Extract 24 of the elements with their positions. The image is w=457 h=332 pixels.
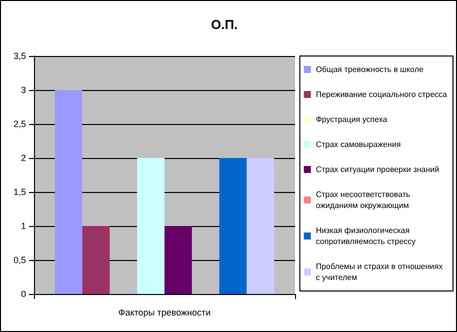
bar (54, 90, 82, 294)
legend-label: Страх несоответствовать ожиданиям окружающим (316, 190, 410, 210)
x-tick-label: Факторы тревожности (118, 308, 211, 318)
legend-label: Страх ситуации проверки знаний (316, 165, 440, 174)
y-tick-label: 0,5 (13, 255, 26, 265)
y-tick-label: 1 (20, 221, 26, 231)
legend-label: Низкая физиологическая сопротивляемость стрессу (316, 226, 416, 246)
bar (246, 158, 274, 294)
legend-label: Страх самовыражения (316, 140, 401, 149)
legend-label: Общая тревожность в школе (316, 65, 424, 74)
chart-title: О.П. (211, 17, 238, 32)
y-tick-label: 1,5 (13, 187, 26, 197)
legend-label: Проблемы и страхи в отношениях с учителем (316, 262, 443, 282)
y-tick-label: 0 (20, 289, 26, 299)
y-tick-label: 3 (20, 85, 26, 95)
y-tick-label: 2 (20, 153, 26, 163)
bar (219, 158, 247, 294)
legend-label: Фрустрация успеха (316, 115, 388, 124)
bar (164, 226, 192, 294)
y-tick-label: 3,5 (13, 51, 26, 61)
bar (82, 226, 110, 294)
y-tick-label: 2,5 (13, 119, 26, 129)
legend-label: Переживание социального стресса (316, 90, 448, 99)
bar (137, 158, 164, 294)
